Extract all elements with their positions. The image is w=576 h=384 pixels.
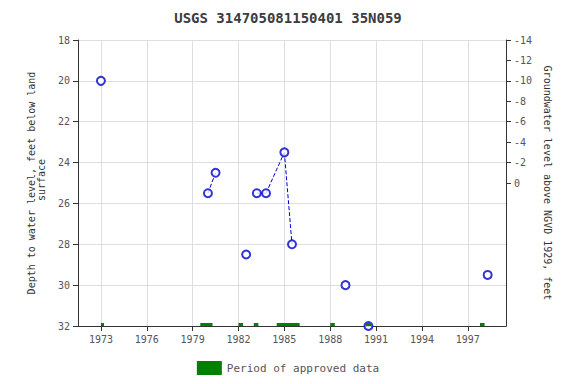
svg-text:-8: -8 <box>514 96 526 107</box>
svg-text:1979: 1979 <box>181 334 205 345</box>
svg-text:20: 20 <box>58 75 70 86</box>
svg-text:26: 26 <box>58 198 70 209</box>
svg-text:1985: 1985 <box>272 334 296 345</box>
svg-text:22: 22 <box>58 116 70 127</box>
svg-text:-6: -6 <box>514 116 526 127</box>
svg-text:1994: 1994 <box>410 334 434 345</box>
svg-text:18: 18 <box>58 35 70 46</box>
svg-text:1991: 1991 <box>364 334 388 345</box>
svg-text:30: 30 <box>58 280 70 291</box>
svg-text:1982: 1982 <box>226 334 250 345</box>
svg-text:0: 0 <box>514 178 520 189</box>
svg-text:32: 32 <box>58 321 70 332</box>
svg-text:Groundwater level above NGVD 1: Groundwater level above NGVD 1929, feet <box>542 66 553 301</box>
svg-text:-10: -10 <box>514 75 532 86</box>
svg-text:1997: 1997 <box>456 334 480 345</box>
svg-text:1973: 1973 <box>89 334 113 345</box>
svg-text:1988: 1988 <box>318 334 342 345</box>
svg-text:24: 24 <box>58 157 70 168</box>
svg-text:-2: -2 <box>514 157 526 168</box>
svg-text:USGS 314705081150401 35N059: USGS 314705081150401 35N059 <box>174 10 402 26</box>
svg-text:-4: -4 <box>514 137 526 148</box>
svg-text:Period of approved data: Period of approved data <box>227 362 379 375</box>
svg-text:28: 28 <box>58 239 70 250</box>
svg-text:1976: 1976 <box>135 334 159 345</box>
svg-text:Depth to water level, feet bel: Depth to water level, feet below land <box>25 71 37 295</box>
svg-text:-14: -14 <box>514 35 532 46</box>
svg-text:surface: surface <box>36 159 47 207</box>
svg-text:-12: -12 <box>514 55 532 66</box>
